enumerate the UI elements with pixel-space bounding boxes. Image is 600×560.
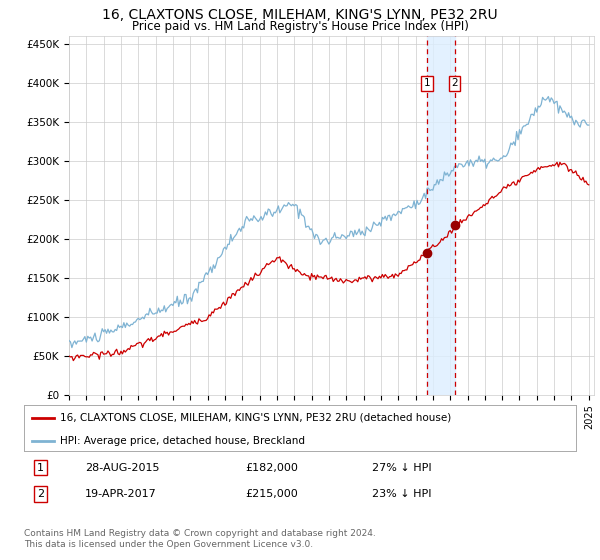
Text: 27% ↓ HPI: 27% ↓ HPI xyxy=(372,463,431,473)
Text: 16, CLAXTONS CLOSE, MILEHAM, KING'S LYNN, PE32 2RU (detached house): 16, CLAXTONS CLOSE, MILEHAM, KING'S LYNN… xyxy=(60,413,451,423)
Text: 16, CLAXTONS CLOSE, MILEHAM, KING'S LYNN, PE32 2RU: 16, CLAXTONS CLOSE, MILEHAM, KING'S LYNN… xyxy=(102,8,498,22)
Text: £215,000: £215,000 xyxy=(245,489,298,499)
Text: Price paid vs. HM Land Registry's House Price Index (HPI): Price paid vs. HM Land Registry's House … xyxy=(131,20,469,32)
Text: 19-APR-2017: 19-APR-2017 xyxy=(85,489,157,499)
Text: 1: 1 xyxy=(37,463,44,473)
Text: Contains HM Land Registry data © Crown copyright and database right 2024.: Contains HM Land Registry data © Crown c… xyxy=(24,529,376,538)
Bar xyxy=(427,36,455,395)
Text: HPI: Average price, detached house, Breckland: HPI: Average price, detached house, Brec… xyxy=(60,436,305,446)
Text: 23% ↓ HPI: 23% ↓ HPI xyxy=(372,489,431,499)
Text: 2: 2 xyxy=(451,78,458,88)
Text: 1: 1 xyxy=(424,78,430,88)
Text: 2: 2 xyxy=(37,489,44,499)
Text: This data is licensed under the Open Government Licence v3.0.: This data is licensed under the Open Gov… xyxy=(24,540,313,549)
Text: £182,000: £182,000 xyxy=(245,463,298,473)
Text: 28-AUG-2015: 28-AUG-2015 xyxy=(85,463,159,473)
